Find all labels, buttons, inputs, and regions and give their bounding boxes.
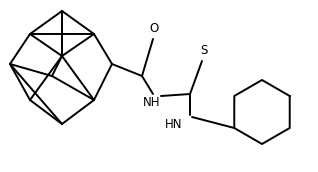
Text: O: O <box>149 22 159 35</box>
Text: HN: HN <box>164 118 182 131</box>
Text: NH: NH <box>143 96 161 109</box>
Text: S: S <box>200 44 208 57</box>
